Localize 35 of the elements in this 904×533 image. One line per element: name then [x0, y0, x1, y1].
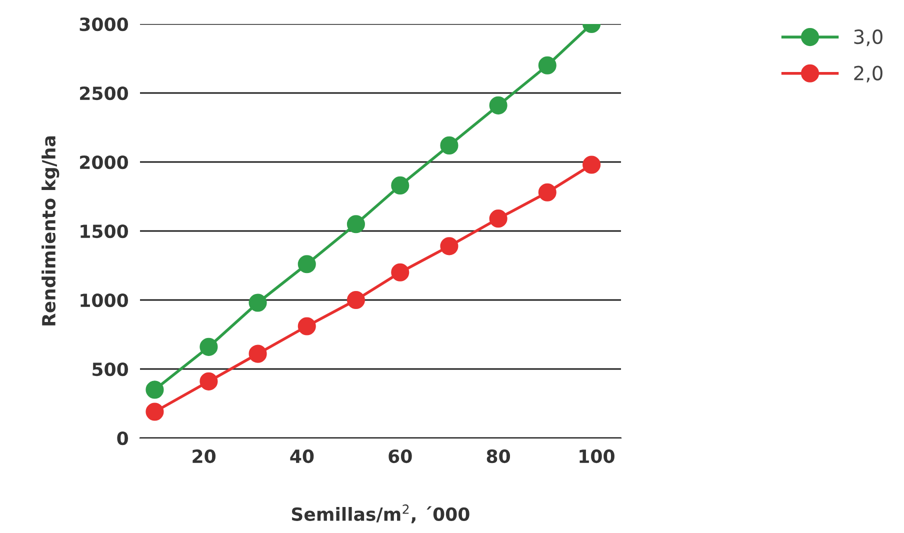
legend-label: 2,0 [854, 66, 882, 82]
y-tick-label: 2000 [80, 155, 128, 170]
y-tick-label: 500 [92, 362, 128, 376]
x-tick-label: 20 [192, 449, 216, 464]
point [538, 183, 556, 202]
point [298, 317, 316, 336]
point [146, 402, 164, 421]
point [391, 176, 410, 194]
point [346, 215, 365, 234]
point [200, 372, 218, 390]
x-tick-label: 80 [486, 449, 510, 464]
x-axis-title: Semillas/m$^{2}$, ´000 [292, 504, 470, 524]
point [200, 338, 218, 356]
legend-label: 3,0 [854, 29, 882, 46]
point [440, 136, 458, 154]
y-tick-label: 3000 [80, 17, 128, 32]
x-tick-label: 60 [388, 449, 412, 464]
y-tick-label: 0 [117, 431, 128, 446]
x-tick-label: 100 [580, 449, 614, 464]
point [298, 255, 316, 274]
y-tick-label: 1000 [80, 293, 128, 308]
point [538, 56, 556, 74]
point [582, 156, 601, 174]
point [248, 294, 267, 312]
point [391, 263, 410, 282]
y-axis-title: Rendimiento kg/ha [42, 136, 60, 326]
point [489, 210, 508, 228]
point [248, 344, 267, 363]
point [346, 290, 365, 310]
point [146, 380, 164, 399]
point [440, 237, 458, 256]
x-tick-label: 40 [290, 449, 314, 464]
y-tick-label: 1500 [80, 224, 128, 238]
point [489, 96, 508, 114]
y-tick-label: 2500 [80, 86, 128, 100]
